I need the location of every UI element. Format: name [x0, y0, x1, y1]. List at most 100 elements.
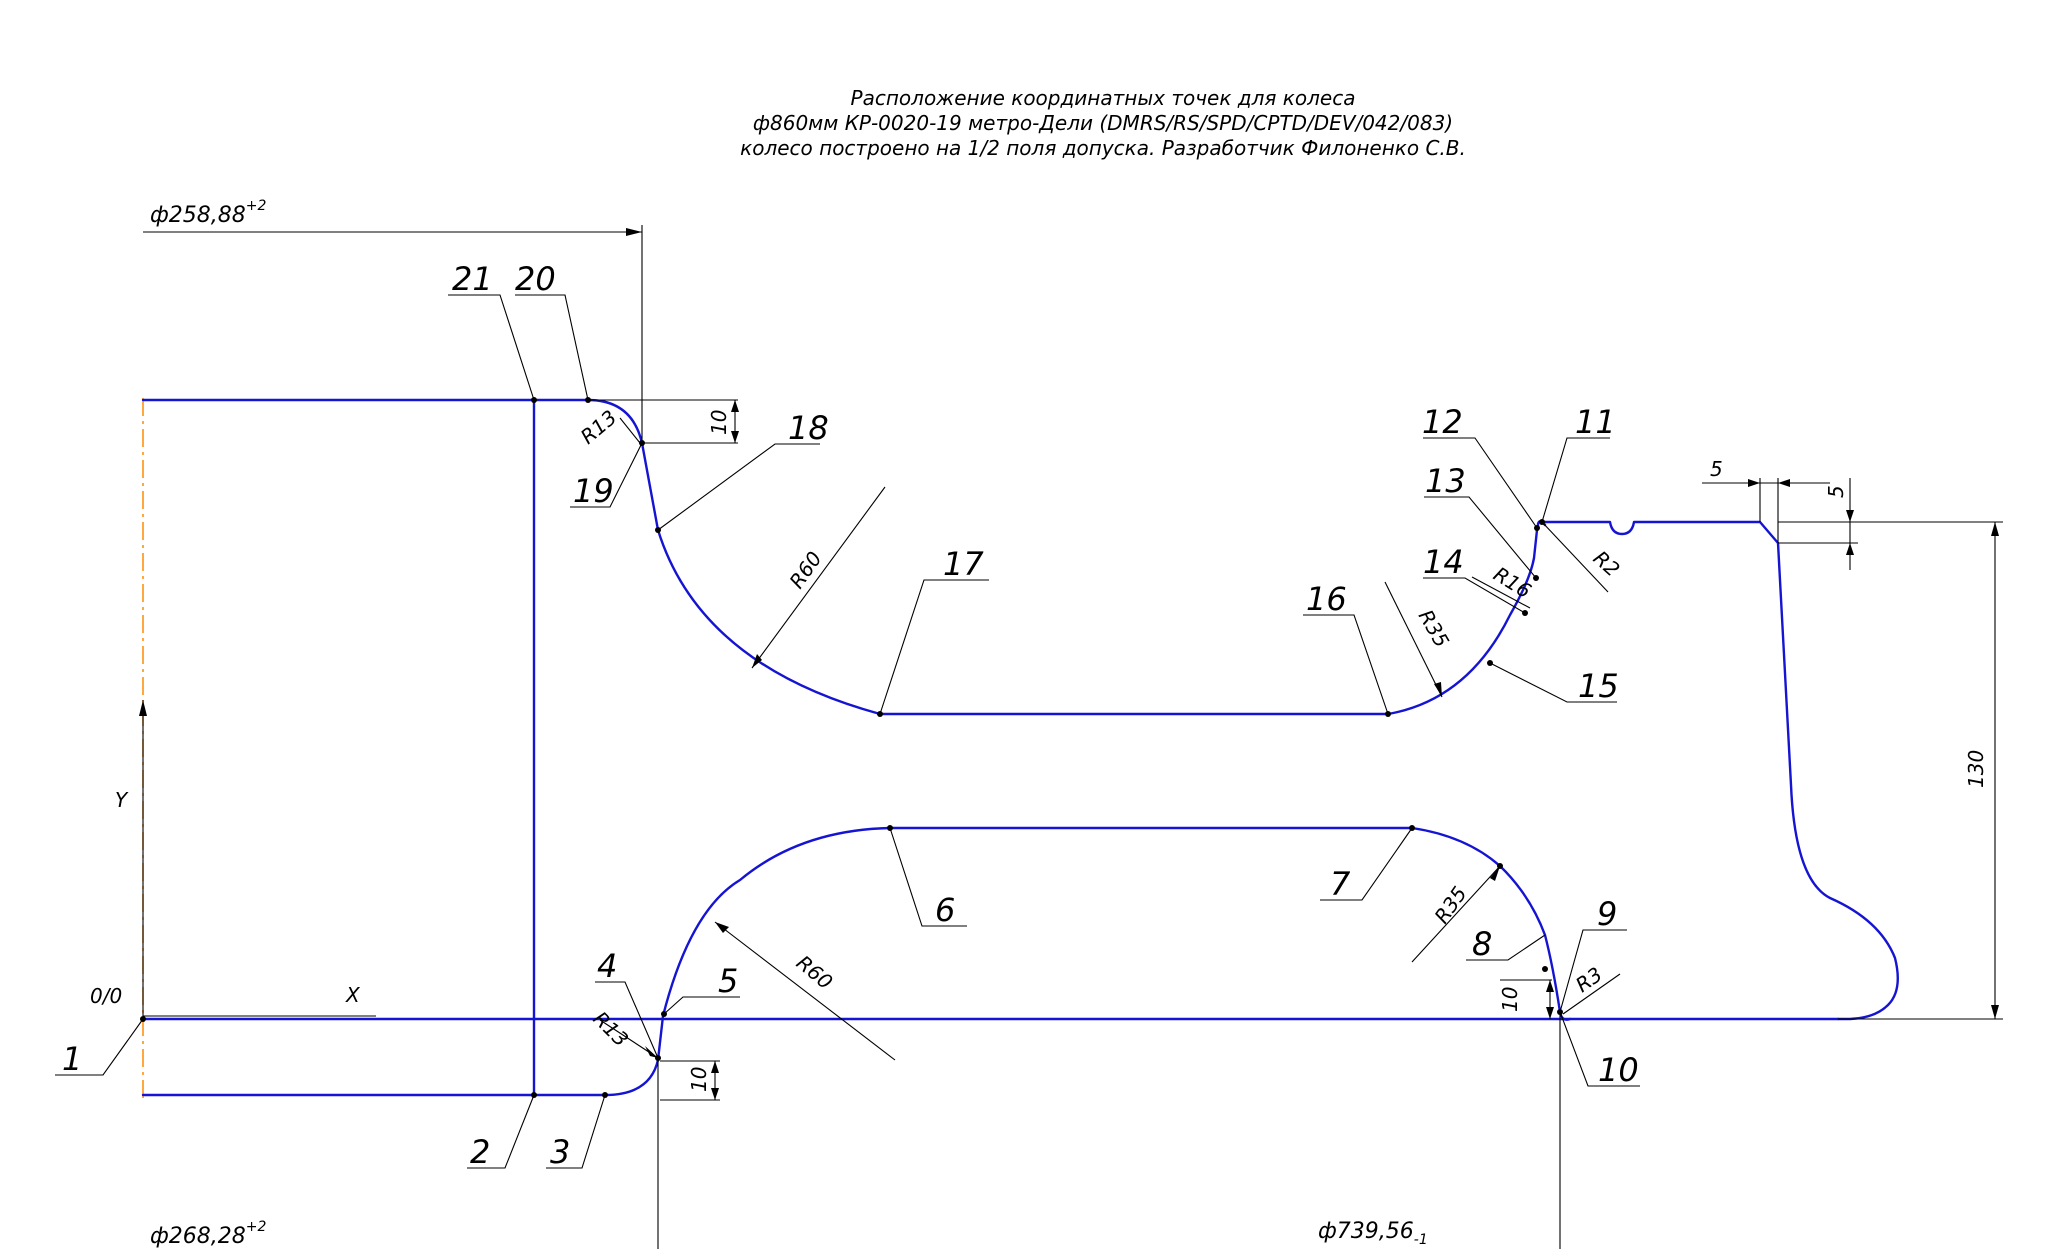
dim10-top-arrow-a [731, 400, 739, 412]
dim10-right-label: 10 [1498, 987, 1522, 1012]
r13-bottom-label: R13 [588, 1007, 633, 1052]
r13-top-label: R13 [576, 405, 622, 449]
dim130-arrow-a [1991, 522, 1999, 536]
label-point-13: 13 [1425, 462, 1466, 500]
dia-br-value: ф739,56 [1318, 1219, 1414, 1244]
dim10-bottom-label: 10 [687, 1067, 711, 1092]
dim130-label: 130 [1964, 750, 1988, 788]
label-point-18: 18 [788, 409, 829, 447]
dim5v-label: 5 [1824, 485, 1848, 498]
dia-top-value: ф258,88 [150, 203, 246, 228]
leader-13 [1424, 496, 1537, 579]
r16-leader [1471, 576, 1531, 609]
leader-12 [1423, 437, 1538, 529]
drawing-title: Расположение координатных точек для коле… [740, 86, 1466, 160]
leader-17 [879, 579, 989, 715]
dia-top-tol: +2 [246, 198, 267, 214]
x-axis-label: X [345, 983, 361, 1007]
label-point-5: 5 [718, 962, 738, 1000]
dia-top-label: ф258,88+2 [150, 198, 267, 228]
label-point-8: 8 [1472, 925, 1492, 963]
r35-top-label: R35 [1414, 606, 1454, 652]
r3-label: R3 [1571, 962, 1607, 997]
label-point-21: 21 [452, 260, 493, 298]
leader-14 [1423, 577, 1526, 614]
dim5v-arrow-b [1846, 543, 1854, 555]
lower-web-contour [603, 826, 1572, 1097]
title-line-3: колесо построено на 1/2 поля допуска. Ра… [740, 136, 1466, 160]
r60-bottom-arrow [715, 922, 729, 933]
label-point-15: 15 [1578, 667, 1619, 705]
r60-bottom-leader [714, 921, 896, 1061]
coordinate-axes: X Y 0/0 [90, 700, 376, 1017]
label-point-9: 9 [1597, 895, 1617, 933]
leader-21 [448, 294, 535, 401]
leader-1 [55, 1018, 144, 1076]
dim10-bottom-arrow-b [711, 1088, 719, 1100]
leader-4 [595, 981, 659, 1059]
dia-br-label: ф739,56-1 [1318, 1219, 1428, 1248]
leader-11 [1541, 437, 1610, 523]
leader-19 [570, 442, 643, 508]
label-point-4: 4 [597, 947, 617, 985]
r60-bottom-label: R60 [792, 950, 838, 994]
dim10-bottom-arrow-a [711, 1061, 719, 1073]
dia-bl-tol: +2 [246, 1219, 267, 1235]
label-point-20: 20 [515, 260, 556, 298]
leader-7 [1320, 827, 1413, 901]
r13-bottom-arrow [645, 1046, 658, 1058]
dim10-top-label: 10 [707, 410, 731, 435]
label-point-11: 11 [1575, 403, 1616, 441]
point-9 [1542, 966, 1548, 972]
y-axis-arrow [139, 700, 147, 716]
label-point-7: 7 [1330, 865, 1351, 903]
point-leaders [55, 294, 1640, 1169]
linear-dimensions: 10 10 10 5 5 130 [590, 399, 2003, 1101]
r35-bottom-arrow [1490, 866, 1500, 881]
leader-2 [467, 1094, 535, 1169]
label-point-19: 19 [573, 472, 614, 510]
r35-bottom-leader [1411, 865, 1501, 963]
label-point-3: 3 [550, 1133, 570, 1171]
title-line-1: Расположение координатных точек для коле… [851, 86, 1356, 110]
r2-leader [1541, 521, 1609, 593]
dia-br-tol: -1 [1414, 1232, 1428, 1248]
leader-8 [1466, 934, 1546, 961]
dim5h-arrow-b [1778, 479, 1790, 487]
r16-label: R16 [1489, 562, 1535, 603]
label-point-16: 16 [1306, 580, 1347, 618]
r3-leader [1562, 973, 1621, 1015]
r35-top-leader [1384, 581, 1443, 698]
origin-label: 0/0 [90, 984, 122, 1008]
dia-top-arrow [626, 228, 642, 236]
point-labels: 1 2 3 4 5 6 7 8 9 10 11 12 13 14 15 16 1… [62, 260, 1639, 1171]
leader-10 [1559, 1011, 1640, 1087]
r13-top-leader [619, 417, 641, 444]
r2-label: R2 [1589, 546, 1625, 582]
label-point-14: 14 [1423, 543, 1464, 581]
dim130-arrow-b [1991, 1005, 1999, 1019]
r35-bottom-label: R35 [1429, 882, 1471, 928]
leader-6 [889, 827, 967, 927]
dim5h-label: 5 [1710, 457, 1723, 481]
r60-top-arrow [752, 654, 762, 668]
dim5v-arrow-a [1846, 510, 1854, 522]
label-point-2: 2 [470, 1133, 490, 1171]
leader-5 [663, 996, 740, 1015]
r60-top-label: R60 [784, 547, 826, 593]
dia-bl-label: ф268,28+2 [150, 1219, 267, 1249]
label-point-1: 1 [62, 1040, 82, 1078]
leader-16 [1303, 614, 1389, 715]
r60-top-leader [751, 486, 886, 669]
wheel-profile [141, 398, 1899, 1097]
title-line-2: ф860мм КР-0020-19 метро-Дели (DMRS/RS/SP… [753, 111, 1453, 135]
upper-web-contour [586, 398, 1899, 1021]
diameter-dimensions: ф258,88+2 ф268,28+2 ф739,56-1 [143, 198, 1561, 1249]
leader-18 [657, 443, 820, 531]
leader-15 [1489, 662, 1617, 703]
label-point-10: 10 [1598, 1051, 1639, 1089]
leader-20 [515, 294, 589, 401]
y-axis-label: Y [115, 788, 129, 812]
label-point-12: 12 [1422, 403, 1463, 441]
